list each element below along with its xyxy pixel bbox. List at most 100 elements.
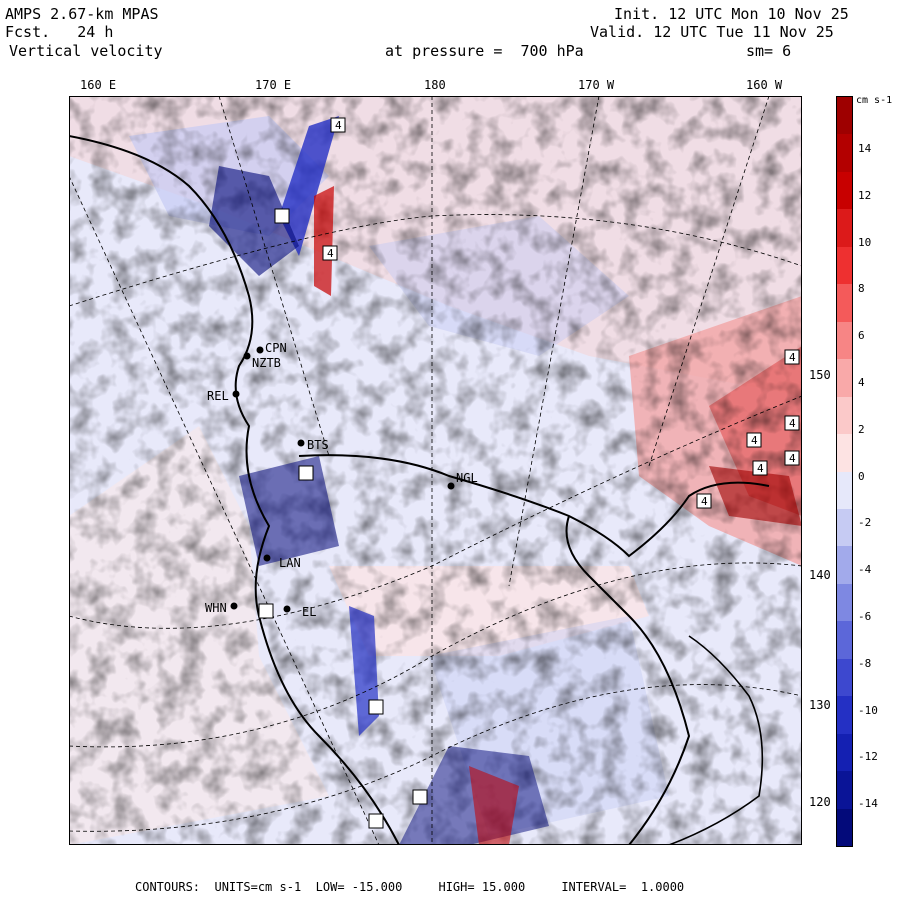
lon-label-160w: 160 W <box>746 78 783 92</box>
colorbar-tick-label: -10 <box>858 703 878 717</box>
colorbar-swatch <box>837 771 852 810</box>
svg-text:4: 4 <box>751 434 758 447</box>
min-markers <box>258 208 428 829</box>
colorbar-swatch <box>837 733 852 772</box>
colorbar-swatch <box>837 321 852 360</box>
svg-text:4: 4 <box>757 462 764 475</box>
field-name: Vertical velocity <box>9 42 163 60</box>
min-marker <box>274 208 290 224</box>
max-markers: 4 4 4 4 4 4 4 4 <box>322 117 800 509</box>
station-dot-cpn <box>256 346 264 354</box>
svg-text:4: 4 <box>789 417 796 430</box>
low-value: -15.000 <box>351 880 403 894</box>
station-dot-rel <box>232 390 240 398</box>
init-value: 12 UTC Mon 10 Nov 25 <box>668 5 849 23</box>
station-label-cpn: CPN <box>265 341 287 355</box>
coastline-west <box>69 135 400 845</box>
colorbar-tick-label: -12 <box>858 750 878 764</box>
ross-ice-shelf-front <box>298 454 770 558</box>
colorbar-swatch <box>837 396 852 435</box>
colorbar-swatch <box>837 284 852 323</box>
max-marker: 4 <box>784 349 800 365</box>
interval-label: INTERVAL= <box>561 880 627 894</box>
colorbar-swatch <box>837 471 852 510</box>
svg-text:4: 4 <box>789 452 796 465</box>
map-frame <box>69 96 802 845</box>
min-marker <box>412 789 428 805</box>
max-marker: 4 <box>784 415 800 431</box>
max-marker: 4 <box>322 245 338 261</box>
grounding-line-east <box>565 515 691 845</box>
colorbar-swatch <box>837 246 852 285</box>
station-label-rel: REL <box>207 389 229 403</box>
colorbar-swatch <box>837 508 852 547</box>
svg-text:4: 4 <box>789 351 796 364</box>
colorbar-swatch <box>837 134 852 173</box>
pressure-value: 700 hPa <box>520 42 584 60</box>
pressure-level: at pressure = 700 hPa <box>385 42 584 60</box>
graticule <box>69 96 802 845</box>
colorbar-tick-label: 10 <box>858 235 872 249</box>
low-label: LOW= <box>315 880 345 894</box>
station-dot-whn <box>230 602 238 610</box>
station-label-bts: BTS <box>307 438 329 452</box>
mountain-wave-positive-3 <box>709 466 802 526</box>
colorbar-swatch <box>837 583 852 622</box>
colorbar-units: cm s-1 <box>856 95 893 106</box>
svg-text:4: 4 <box>335 119 342 132</box>
colorbar-swatch <box>837 97 852 135</box>
lon-label-180: 180 <box>424 78 446 92</box>
colorbar-swatch <box>837 658 852 697</box>
colorbar-tick-label: -8 <box>858 656 872 670</box>
lon-label-170e: 170 E <box>255 78 292 92</box>
colorbar-swatch <box>837 359 852 398</box>
station-dot-el <box>283 605 291 613</box>
contours-label: CONTOURS: <box>135 880 201 894</box>
contour-info: CONTOURS: UNITS=cm s-1 LOW= -15.000 HIGH… <box>135 880 684 894</box>
max-marker: 4 <box>330 117 346 133</box>
lon-label-160e: 160 E <box>80 78 117 92</box>
max-marker: 4 <box>752 460 768 476</box>
init-label: Init. <box>614 5 660 23</box>
forecast-hour: Fcst. 24 h <box>5 23 113 41</box>
high-label: HIGH= <box>438 880 475 894</box>
max-marker: 4 <box>696 493 712 509</box>
station-dot-ngl <box>447 482 455 490</box>
colorbar-tick-label: -6 <box>858 610 872 623</box>
vertical-velocity-map: CPN NZTB REL BTS NGL LAN WHN EL 4 4 4 4 … <box>69 96 802 845</box>
fcst-label: Fcst. <box>5 23 51 41</box>
station-dot-bts <box>297 439 305 447</box>
min-marker <box>298 465 314 481</box>
colorbar-tick-label: -14 <box>858 797 878 811</box>
station-label-lan: LAN <box>279 556 301 570</box>
station-markers <box>230 346 455 613</box>
station-label-ngl: NGL <box>456 471 478 485</box>
colorbar-swatch <box>837 434 852 472</box>
mountain-wave-positive-1 <box>314 186 334 296</box>
station-label-nztb: NZTB <box>252 356 281 370</box>
high-value: 15.000 <box>481 880 526 894</box>
mountain-wave-positive-2 <box>469 766 519 845</box>
min-marker <box>258 603 274 619</box>
colorbar-tick-label: 8 <box>858 282 865 296</box>
colorbar <box>836 96 853 847</box>
max-marker: 4 <box>746 432 762 448</box>
colorbar-tick-label: -2 <box>858 516 872 530</box>
colorbar-swatch <box>837 696 852 735</box>
lon-label-170w: 170 W <box>578 78 615 92</box>
colorbar-swatch <box>837 209 852 248</box>
colorbar-swatch <box>837 171 852 210</box>
colorbar-tick-label: 4 <box>858 376 865 389</box>
valid-time: Valid. 12 UTC Tue 11 Nov 25 <box>590 23 834 41</box>
station-label-whn: WHN <box>205 601 227 615</box>
smoothing-label: sm= 6 <box>746 42 792 60</box>
valid-value: 12 UTC Tue 11 Nov 25 <box>653 23 834 41</box>
colorbar-swatch <box>837 808 852 847</box>
colorbar-tick-label: -4 <box>858 563 872 577</box>
station-dot-nztb <box>243 352 251 360</box>
colorbar-tick-label: 2 <box>858 422 865 436</box>
station-labels: CPN NZTB REL BTS NGL LAN WHN EL <box>205 341 478 619</box>
station-label-el: EL <box>302 605 316 619</box>
pressure-label: at pressure = <box>385 42 503 60</box>
contours-units: UNITS=cm s-1 <box>214 880 302 894</box>
